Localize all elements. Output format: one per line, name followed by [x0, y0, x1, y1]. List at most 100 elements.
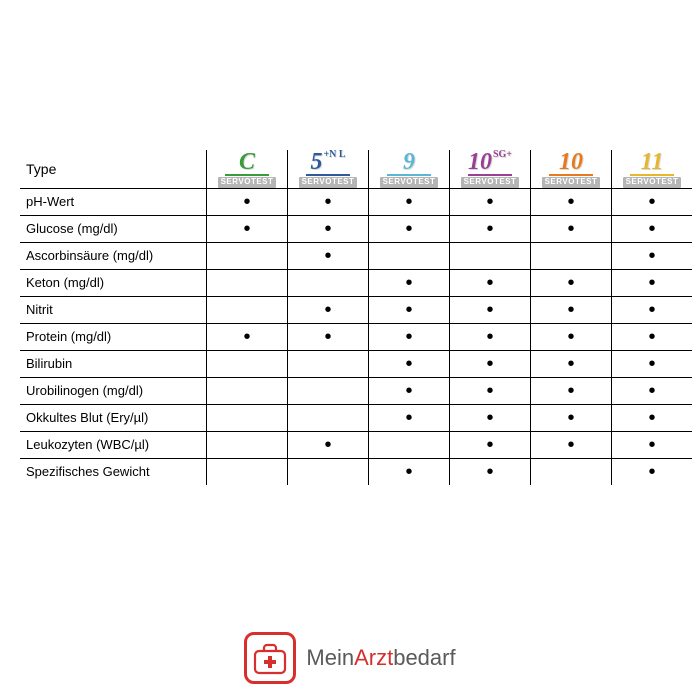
dot-icon: • — [324, 245, 331, 267]
cell: • — [450, 188, 531, 215]
cell: • — [612, 377, 693, 404]
cell: • — [288, 323, 369, 350]
servotest-label-11: SERVOTEST — [623, 177, 682, 188]
dot-icon: • — [648, 434, 655, 456]
row-label: Glucose (mg/dl) — [20, 215, 207, 242]
cell — [531, 458, 612, 485]
dot-icon: • — [648, 380, 655, 402]
medkit-icon — [250, 638, 290, 678]
cell: • — [288, 296, 369, 323]
dot-icon: • — [324, 191, 331, 213]
servotest-label-9: SERVOTEST — [380, 177, 439, 188]
dot-icon: • — [486, 434, 493, 456]
dot-icon: • — [648, 299, 655, 321]
dot-icon: • — [648, 353, 655, 375]
dot-icon: • — [648, 245, 655, 267]
cell: • — [612, 242, 693, 269]
row-label: Okkultes Blut (Ery/µl) — [20, 404, 207, 431]
cell: • — [207, 188, 288, 215]
dot-icon: • — [405, 326, 412, 348]
dot-icon: • — [567, 218, 574, 240]
table-row: Ascorbinsäure (mg/dl) • • — [20, 242, 692, 269]
dot-icon: • — [567, 191, 574, 213]
cell: • — [531, 215, 612, 242]
header-product-10sg: 10SG+SERVOTEST — [450, 150, 531, 188]
header-product-10: 10 SERVOTEST — [531, 150, 612, 188]
dot-icon: • — [486, 461, 493, 483]
cell: • — [369, 458, 450, 485]
cell: • — [288, 188, 369, 215]
dot-icon: • — [486, 272, 493, 294]
row-label: Keton (mg/dl) — [20, 269, 207, 296]
cell: • — [612, 323, 693, 350]
table-row: Bilirubin•••• — [20, 350, 692, 377]
header-product-9: 9 SERVOTEST — [369, 150, 450, 188]
row-label: Spezifisches Gewicht — [20, 458, 207, 485]
cell — [288, 269, 369, 296]
dot-icon: • — [567, 299, 574, 321]
product-number-10: 10 — [559, 150, 583, 174]
row-label: Protein (mg/dl) — [20, 323, 207, 350]
table-row: Spezifisches Gewicht • • • — [20, 458, 692, 485]
cell: • — [369, 215, 450, 242]
dot-icon: • — [567, 434, 574, 456]
comparison-table-wrap: Type CSERVOTEST5+N LSERVOTEST9SERVOTEST1… — [0, 0, 700, 485]
dot-icon: • — [486, 218, 493, 240]
product-header-10: 10 SERVOTEST — [531, 150, 611, 188]
cell: • — [612, 458, 693, 485]
row-label: Ascorbinsäure (mg/dl) — [20, 242, 207, 269]
dot-icon: • — [486, 191, 493, 213]
dot-icon: • — [405, 218, 412, 240]
table-row: Okkultes Blut (Ery/µl)•••• — [20, 404, 692, 431]
cell — [207, 296, 288, 323]
dot-icon: • — [567, 407, 574, 429]
cell: • — [450, 296, 531, 323]
table-row: Glucose (mg/dl)•••••• — [20, 215, 692, 242]
cell — [207, 377, 288, 404]
cell — [207, 431, 288, 458]
dot-icon: • — [648, 407, 655, 429]
dot-icon: • — [648, 218, 655, 240]
cell: • — [450, 323, 531, 350]
product-number-c: C — [239, 150, 255, 174]
cell: • — [369, 296, 450, 323]
cell: • — [612, 404, 693, 431]
brand-text: MeinArztbedarf — [306, 645, 455, 671]
dot-icon: • — [405, 380, 412, 402]
servotest-label-10sg: SERVOTEST — [461, 177, 520, 188]
cell: • — [369, 188, 450, 215]
product-number-9: 9 — [403, 150, 415, 174]
cell: • — [531, 350, 612, 377]
cell: • — [531, 323, 612, 350]
cell — [369, 242, 450, 269]
dot-icon: • — [405, 461, 412, 483]
servotest-label-10: SERVOTEST — [542, 177, 601, 188]
cell — [207, 242, 288, 269]
cell: • — [612, 431, 693, 458]
cell: • — [612, 269, 693, 296]
dot-icon: • — [243, 191, 250, 213]
servotest-label-5nl: SERVOTEST — [299, 177, 358, 188]
cell: • — [450, 431, 531, 458]
cell — [450, 242, 531, 269]
cell — [207, 350, 288, 377]
dot-icon: • — [567, 272, 574, 294]
product-header-9: 9 SERVOTEST — [369, 150, 449, 188]
dot-icon: • — [243, 326, 250, 348]
comparison-table: Type CSERVOTEST5+N LSERVOTEST9SERVOTEST1… — [20, 150, 692, 485]
cell — [288, 404, 369, 431]
dot-icon: • — [405, 191, 412, 213]
row-label: Urobilinogen (mg/dl) — [20, 377, 207, 404]
cell: • — [369, 269, 450, 296]
brand-text-mein: Mein — [306, 645, 354, 670]
row-label: Nitrit — [20, 296, 207, 323]
table-row: Keton (mg/dl) • • • • — [20, 269, 692, 296]
dot-icon: • — [405, 299, 412, 321]
cell: • — [612, 188, 693, 215]
cell: • — [450, 215, 531, 242]
cell: • — [450, 377, 531, 404]
dot-icon: • — [486, 380, 493, 402]
cell: • — [450, 350, 531, 377]
cell: • — [369, 377, 450, 404]
dot-icon: • — [243, 218, 250, 240]
